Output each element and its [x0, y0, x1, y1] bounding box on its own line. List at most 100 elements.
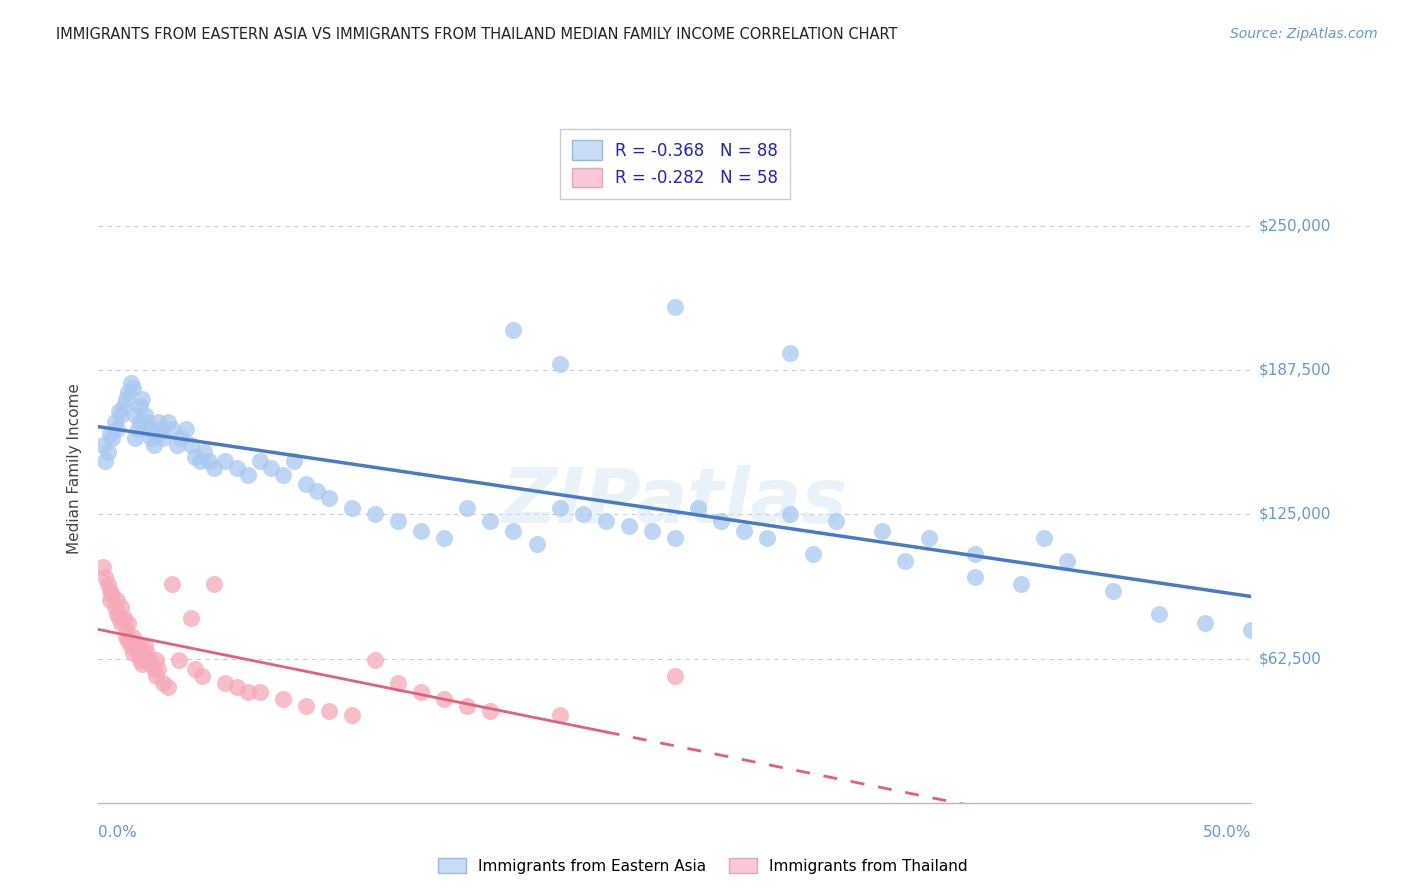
- Point: [135, 646, 157, 660]
- Point: [131, 392, 153, 406]
- Point: [129, 415, 152, 429]
- Point: [1102, 583, 1125, 598]
- Point: [156, 681, 179, 695]
- Point: [94, 454, 117, 468]
- Text: $250,000: $250,000: [1258, 219, 1330, 234]
- Point: [271, 692, 294, 706]
- Point: [98, 426, 121, 441]
- Point: [238, 685, 260, 699]
- Point: [502, 323, 524, 337]
- Point: [318, 491, 340, 506]
- Point: [756, 531, 779, 545]
- Point: [117, 385, 139, 400]
- Point: [148, 415, 170, 429]
- Y-axis label: Median Family Income: Median Family Income: [67, 383, 83, 554]
- Point: [433, 531, 456, 545]
- Point: [152, 431, 174, 445]
- Point: [779, 346, 801, 360]
- Point: [138, 422, 160, 436]
- Point: [595, 514, 617, 528]
- Text: $125,000: $125,000: [1258, 507, 1330, 522]
- Point: [825, 514, 848, 528]
- Point: [129, 639, 152, 653]
- Point: [411, 524, 433, 538]
- Point: [134, 639, 156, 653]
- Point: [103, 599, 125, 614]
- Point: [101, 588, 124, 602]
- Point: [129, 653, 152, 667]
- Point: [318, 704, 340, 718]
- Point: [135, 415, 157, 429]
- Point: [138, 653, 160, 667]
- Point: [112, 611, 135, 625]
- Point: [94, 570, 117, 584]
- Point: [641, 524, 664, 538]
- Point: [307, 484, 329, 499]
- Point: [108, 403, 131, 417]
- Point: [686, 500, 709, 515]
- Point: [779, 508, 801, 522]
- Point: [122, 380, 145, 394]
- Point: [193, 445, 215, 459]
- Point: [1240, 623, 1263, 637]
- Point: [1147, 607, 1170, 621]
- Point: [502, 524, 524, 538]
- Point: [91, 438, 114, 452]
- Point: [184, 662, 207, 676]
- Point: [141, 431, 163, 445]
- Point: [127, 646, 149, 660]
- Point: [97, 445, 120, 459]
- Point: [1056, 553, 1078, 567]
- Point: [148, 662, 170, 676]
- Point: [238, 468, 260, 483]
- Point: [115, 630, 138, 644]
- Legend: R = -0.368   N = 88, R = -0.282   N = 58: R = -0.368 N = 88, R = -0.282 N = 58: [560, 128, 790, 199]
- Point: [479, 514, 502, 528]
- Point: [225, 461, 247, 475]
- Point: [283, 454, 305, 468]
- Point: [456, 500, 478, 515]
- Point: [894, 553, 917, 567]
- Point: [115, 623, 138, 637]
- Point: [548, 358, 571, 372]
- Point: [191, 669, 214, 683]
- Point: [122, 630, 145, 644]
- Point: [105, 592, 128, 607]
- Text: ZIPatlas: ZIPatlas: [502, 465, 848, 539]
- Point: [167, 653, 190, 667]
- Point: [617, 519, 640, 533]
- Point: [260, 461, 283, 475]
- Point: [142, 438, 165, 452]
- Point: [91, 560, 114, 574]
- Point: [98, 592, 121, 607]
- Text: Source: ZipAtlas.com: Source: ZipAtlas.com: [1230, 27, 1378, 41]
- Point: [202, 461, 225, 475]
- Point: [180, 438, 202, 452]
- Point: [479, 704, 502, 718]
- Point: [801, 547, 824, 561]
- Point: [166, 438, 188, 452]
- Point: [249, 454, 271, 468]
- Point: [170, 431, 193, 445]
- Point: [101, 431, 124, 445]
- Point: [134, 409, 156, 423]
- Point: [156, 415, 179, 429]
- Point: [127, 422, 149, 436]
- Point: [180, 611, 202, 625]
- Point: [105, 607, 128, 621]
- Point: [387, 676, 409, 690]
- Point: [571, 508, 593, 522]
- Point: [108, 611, 131, 625]
- Point: [295, 477, 318, 491]
- Point: [117, 615, 139, 630]
- Text: $62,500: $62,500: [1258, 651, 1322, 666]
- Point: [526, 537, 548, 551]
- Point: [160, 422, 183, 436]
- Point: [198, 454, 221, 468]
- Point: [963, 570, 986, 584]
- Text: IMMIGRANTS FROM EASTERN ASIA VS IMMIGRANTS FROM THAILAND MEDIAN FAMILY INCOME CO: IMMIGRANTS FROM EASTERN ASIA VS IMMIGRAN…: [56, 27, 898, 42]
- Point: [364, 653, 387, 667]
- Point: [98, 583, 121, 598]
- Point: [129, 399, 152, 413]
- Point: [124, 431, 146, 445]
